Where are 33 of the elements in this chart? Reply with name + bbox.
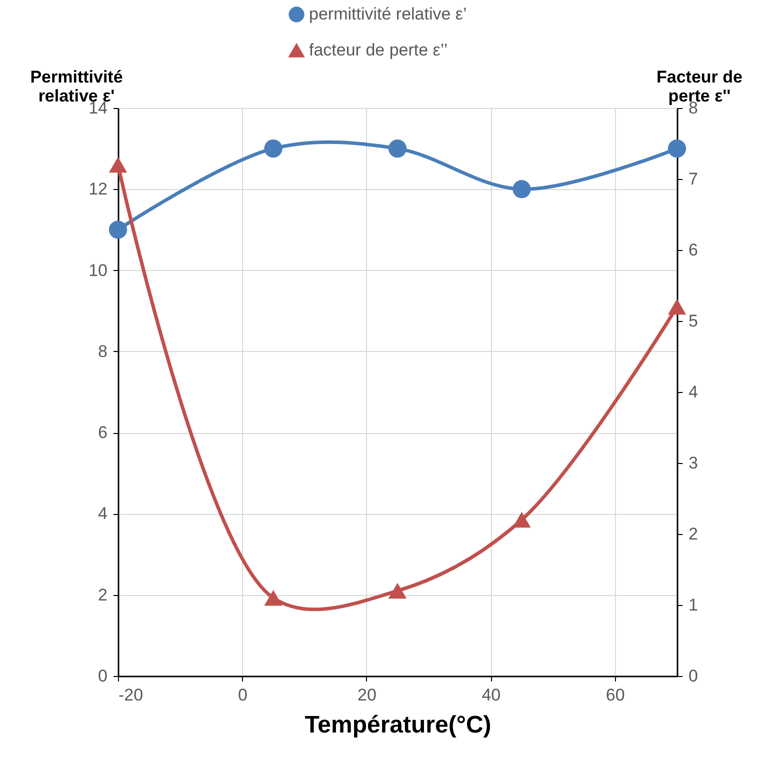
y-tick-label: 6	[98, 423, 108, 442]
y2-tick-label: 1	[688, 596, 698, 614]
x-tick-label: 40	[482, 686, 501, 704]
y-tick-label: 8	[98, 342, 108, 361]
y2-tick-label: 5	[688, 312, 698, 330]
y-tick-label: 10	[88, 260, 108, 280]
legend-label: permittivité relative ε’	[309, 4, 467, 24]
x-tick-label: 0	[238, 686, 248, 704]
point	[668, 298, 686, 315]
x-tick-label: 20	[357, 686, 376, 704]
y2-tick-label: 0	[688, 666, 698, 686]
y2-tick-label: 6	[688, 240, 698, 260]
point	[264, 140, 282, 158]
point	[264, 590, 282, 606]
legend-label: facteur de perte ε’’	[309, 40, 448, 60]
point	[108, 156, 128, 173]
point	[668, 140, 686, 158]
y-tick-label: 4	[98, 504, 108, 524]
y-tick-label: 0	[98, 666, 108, 686]
point	[388, 140, 407, 158]
x-axis-title: Température(°C)	[304, 712, 492, 738]
x-tick-label: -20	[118, 686, 144, 704]
point	[388, 582, 407, 599]
y2-tick-label: 3	[688, 454, 698, 472]
y2-tick-label: 2	[688, 524, 698, 544]
point	[108, 220, 128, 239]
point	[512, 180, 531, 198]
y-tick-label: 2	[98, 585, 108, 604]
y-tick-label: 12	[88, 180, 108, 199]
point	[512, 512, 531, 528]
y2-tick-label: 4	[688, 382, 698, 402]
y2-tick-label: 7	[688, 170, 698, 188]
x-tick-label: 60	[606, 686, 625, 704]
